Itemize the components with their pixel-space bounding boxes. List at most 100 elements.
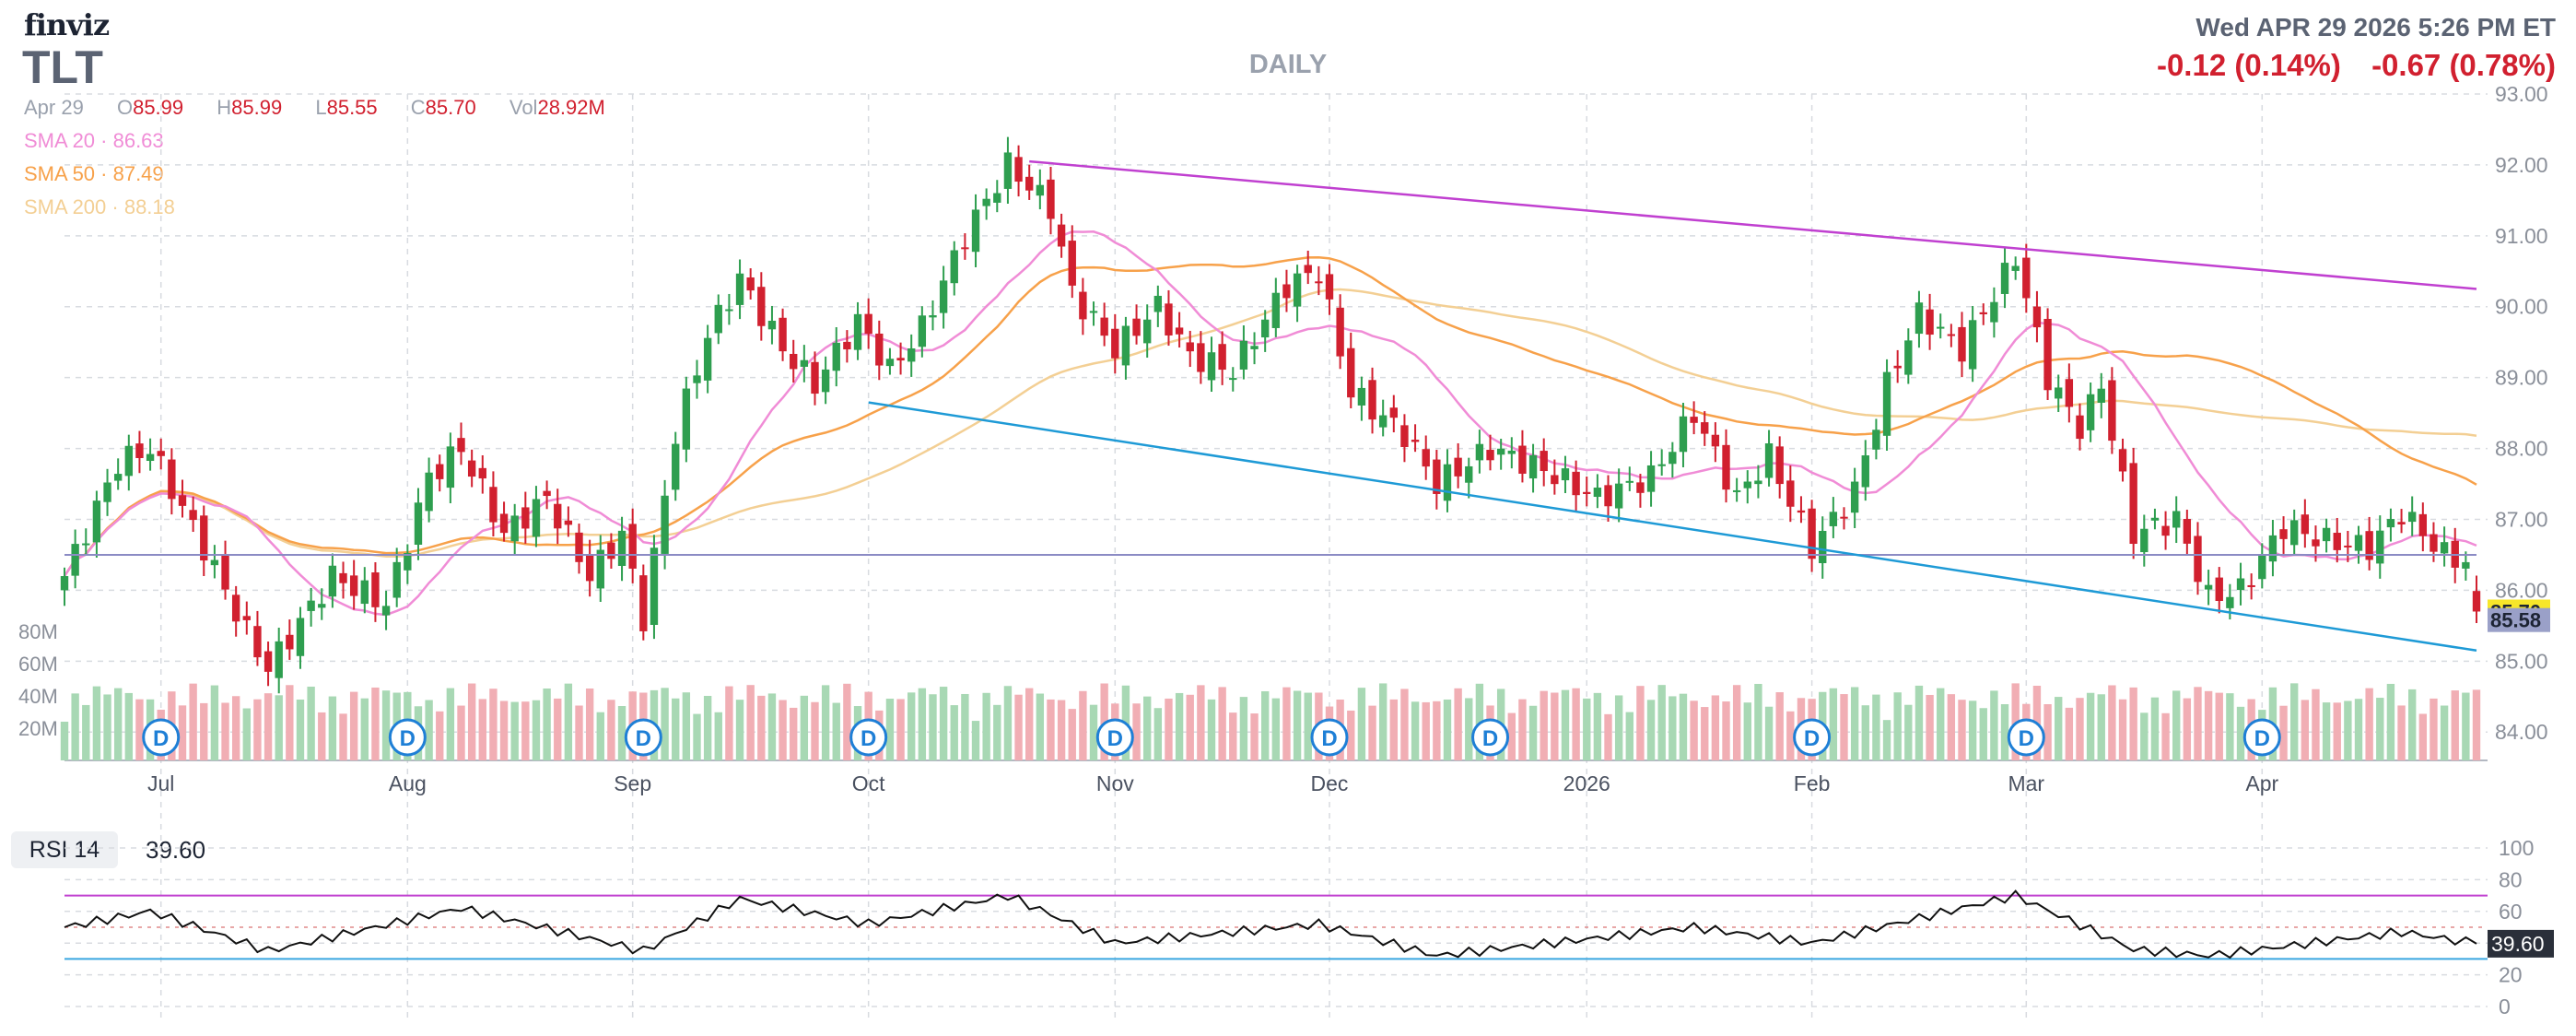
sma20-path	[63, 230, 2477, 617]
candle-body	[1132, 318, 1141, 336]
volume-bar	[457, 705, 465, 760]
candle-body	[896, 358, 905, 361]
volume-bar	[446, 688, 455, 760]
volume-bar	[1068, 709, 1076, 760]
volume-bar	[779, 700, 787, 760]
candle-body	[853, 313, 862, 350]
volume-bar	[1722, 701, 1730, 760]
volume-bar	[1893, 692, 1902, 760]
volume-bar	[1743, 702, 1751, 760]
candle-body	[2150, 517, 2160, 521]
volume-value: 28.92M	[537, 96, 605, 119]
candle-body	[735, 273, 744, 305]
candle-body	[113, 474, 123, 481]
candle-body	[146, 453, 155, 462]
candle-body	[1850, 481, 1859, 513]
volume-bar	[478, 699, 486, 760]
candle-body	[253, 626, 262, 658]
candle-body	[1271, 292, 1281, 328]
candle-body	[1914, 302, 1924, 335]
volume-bar	[1186, 694, 1194, 760]
candle-body	[1679, 416, 1688, 453]
volume-bar	[1378, 683, 1388, 760]
volume-bar	[885, 699, 895, 760]
volume-bar	[200, 702, 208, 760]
volume-bar	[661, 688, 669, 760]
candle-body	[2215, 577, 2223, 601]
volume-bar	[489, 689, 498, 760]
timeframe-label[interactable]: DAILY	[1248, 50, 1328, 79]
candle-body	[2333, 533, 2341, 550]
dividend-marker	[1095, 718, 1134, 757]
candle-body	[1293, 273, 1302, 307]
volume-bar	[231, 696, 240, 760]
candle-body	[779, 317, 787, 352]
candle-body	[703, 337, 712, 381]
volume-bar	[1218, 687, 1226, 760]
candle-body	[950, 250, 958, 284]
candle-body	[1443, 464, 1452, 501]
candle-body	[1583, 491, 1591, 494]
volume-bar	[2472, 689, 2481, 760]
candle-body	[800, 359, 809, 367]
volume-bar	[714, 712, 722, 760]
candle-body	[864, 313, 872, 335]
candle-body	[2386, 519, 2395, 528]
candle-body	[617, 530, 626, 566]
rsi-line	[64, 889, 2477, 959]
volume-bar	[1775, 692, 1784, 760]
candle-body	[1743, 481, 1751, 489]
volume-bar	[1507, 712, 1516, 760]
volume-bar	[1357, 688, 1366, 760]
volume-bar	[71, 693, 79, 760]
candle-body	[1357, 387, 1366, 406]
volume-bar	[307, 686, 315, 760]
candle-body	[1572, 471, 1580, 496]
volume-bar	[1914, 685, 1924, 760]
volume-bar	[286, 685, 294, 760]
volume-bar	[2183, 698, 2192, 760]
volume-bar	[1400, 689, 1409, 760]
candle-body	[1175, 327, 1184, 335]
finviz-logo[interactable]: finviz	[24, 7, 110, 42]
volume-bar	[790, 707, 798, 760]
candle-body	[2055, 387, 2063, 399]
volume-bar	[2397, 705, 2406, 760]
volume-bar	[843, 683, 851, 760]
open-label: O	[116, 96, 134, 119]
price-tick-label: 92.00	[2495, 153, 2548, 177]
price-tick-label: 85.00	[2495, 649, 2548, 673]
candle-body	[1089, 311, 1098, 313]
volume-bar	[1014, 694, 1023, 760]
volume-bar	[318, 712, 326, 760]
candle-body	[2376, 530, 2384, 564]
candle-body	[2022, 257, 2031, 299]
volume-bar	[703, 695, 712, 760]
datetime-label: Wed APR 29 2026 5:26 PM ET	[2195, 13, 2556, 41]
volume-bar	[103, 694, 111, 760]
candle-body	[885, 359, 895, 367]
volume-bar	[2462, 692, 2470, 760]
after-hours-badge-text: 85.58	[2490, 609, 2541, 632]
candle-body	[1775, 446, 1784, 485]
candle-body	[2279, 529, 2288, 539]
sma20-legend[interactable]: SMA 20 · 86.63	[24, 129, 164, 152]
rsi-indicator-label[interactable]: RSI 14	[11, 831, 118, 868]
candle-body	[499, 513, 509, 534]
candle-body	[242, 616, 251, 620]
volume-bar	[510, 701, 519, 760]
candle-body	[371, 572, 380, 607]
day-change: -0.67 (0.78%)	[2371, 48, 2556, 82]
candle-body	[790, 353, 798, 370]
candle-body	[2140, 528, 2149, 553]
price-changes: -0.12 (0.14%) -0.67 (0.78%)	[2135, 48, 2556, 83]
sma50-line	[63, 255, 2477, 577]
candle-body	[1947, 334, 1956, 336]
volume-bar	[2097, 694, 2105, 760]
volume-bar	[1250, 713, 1259, 760]
sma50-legend[interactable]: SMA 50 · 87.49	[24, 162, 164, 185]
volume-bar	[1593, 692, 1602, 760]
sma200-legend[interactable]: SMA 200 · 88.18	[24, 195, 175, 218]
volume-bar	[1840, 694, 1848, 760]
